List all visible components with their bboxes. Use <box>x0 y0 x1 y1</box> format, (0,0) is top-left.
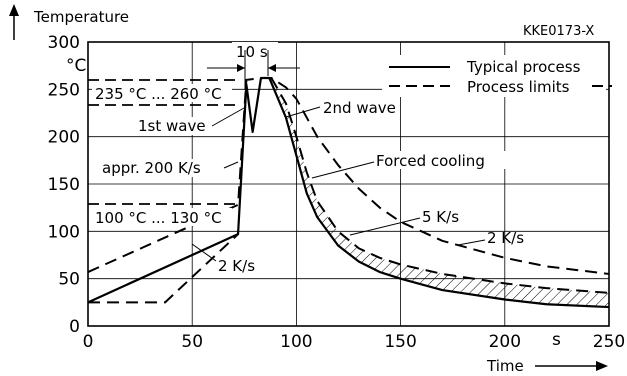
axes <box>87 41 610 327</box>
y-tick-label: 0 <box>69 317 80 337</box>
series-line-2 <box>88 233 239 304</box>
band-high-markers: 235 °C ... 260 °C <box>88 79 240 106</box>
series-line-1 <box>87 76 610 275</box>
band-high-label: 235 °C ... 260 °C <box>95 85 222 103</box>
series-line-0 <box>87 76 610 309</box>
ramp-rate-label: appr. 200 K/s <box>102 159 201 177</box>
y-tick-label: 100 <box>48 222 80 242</box>
x-tick-label: 200 <box>489 332 521 352</box>
legend-label-limits: Process limits <box>467 78 570 96</box>
x-tick-label: 0 <box>83 332 94 352</box>
forced-cooling-band <box>271 77 609 308</box>
x-tick-label: 250 <box>593 332 625 352</box>
x-axis-title: Time <box>486 357 608 375</box>
y-axis-unit: °C <box>66 56 86 76</box>
first-wave-label: 1st wave <box>138 117 206 135</box>
x-axis-label: Time <box>486 357 524 375</box>
tick-labels: 0 50 100 150 200 250 0 50 100 150 200 250 300 <box>48 33 626 352</box>
preheat-rate-label: 2 K/s <box>218 257 255 275</box>
figure-code: KKE0173-X <box>523 24 594 39</box>
y-axis-label: Temperature <box>33 8 129 26</box>
y-tick-label: 300 <box>48 33 80 53</box>
y-tick-label: 200 <box>48 128 80 148</box>
series-line-3 <box>270 77 610 294</box>
x-tick-label: 50 <box>181 332 203 352</box>
band-low-markers: 100 °C ... 130 °C <box>88 203 236 227</box>
x-tick-label: 150 <box>384 332 416 352</box>
legend-label-typical: Typical process <box>466 58 581 76</box>
band-low-label: 100 °C ... 130 °C <box>95 209 222 227</box>
y-tick-label: 50 <box>58 270 80 290</box>
cooling-rate-2-label: 2 K/s <box>487 229 524 247</box>
y-axis-title: Temperature <box>9 4 129 40</box>
plot-frame <box>87 41 610 327</box>
legend: Typical process Process limits <box>382 55 612 97</box>
hatch-band <box>271 77 609 308</box>
forced-cooling-label: Forced cooling <box>376 152 485 170</box>
y-tick-label: 250 <box>48 80 80 100</box>
x-axis-unit: s <box>552 330 561 350</box>
cooling-rate-5-label: 5 K/s <box>422 208 459 226</box>
x-tick-label: 100 <box>280 332 312 352</box>
wave-time-label: 10 s <box>236 43 268 61</box>
wave-time-marker: 10 s <box>207 42 300 90</box>
second-wave-label: 2nd wave <box>323 99 396 117</box>
series <box>87 76 610 309</box>
y-tick-label: 150 <box>48 175 80 195</box>
